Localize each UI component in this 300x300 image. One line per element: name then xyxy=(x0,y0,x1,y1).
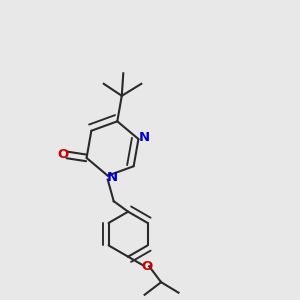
Text: O: O xyxy=(142,260,153,273)
Text: O: O xyxy=(58,148,69,161)
Text: N: N xyxy=(107,171,118,184)
Text: N: N xyxy=(138,131,149,144)
